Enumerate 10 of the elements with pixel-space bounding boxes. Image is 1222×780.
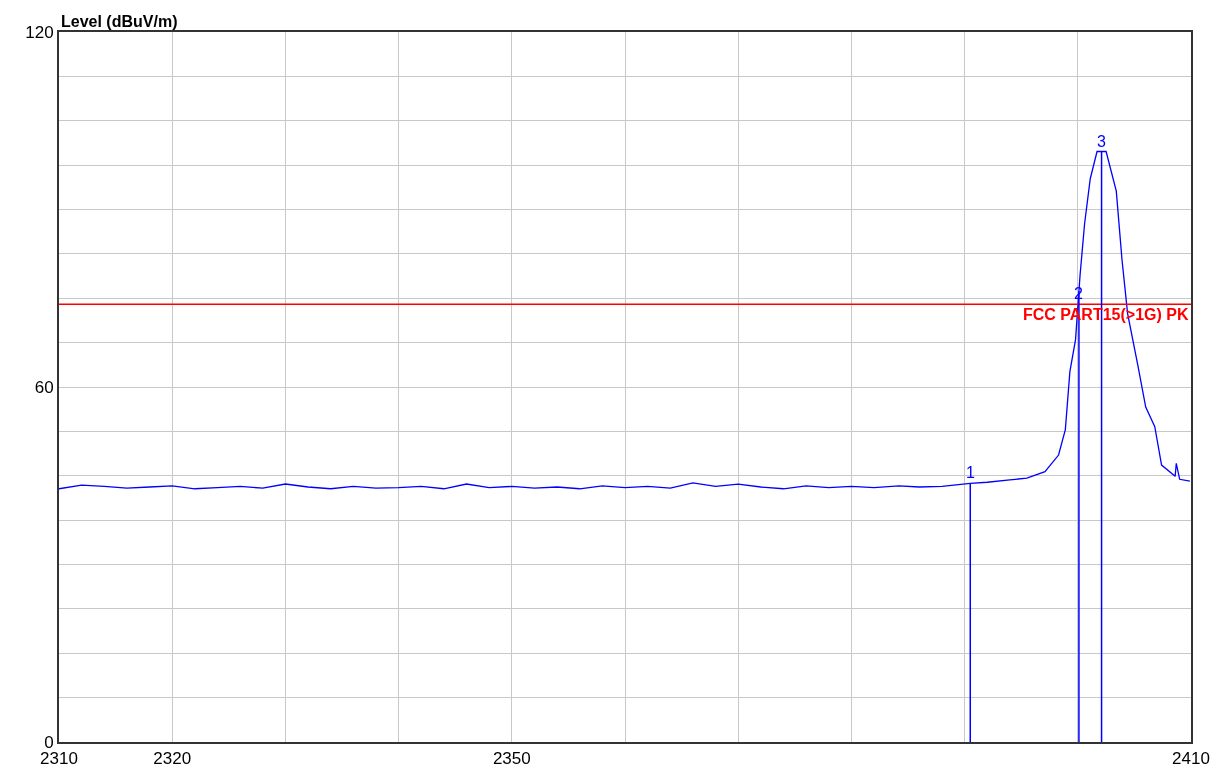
x-tick-label: 2350 [492,749,531,769]
x-tick-label: 2310 [40,749,78,769]
y-tick-label: 0 [44,732,54,752]
y-axis-title: Level (dBuV/m) [61,13,178,30]
x-tick-label: 2320 [153,749,192,769]
y-tick-label: 60 [34,377,54,397]
y-tick-label: 120 [25,22,54,42]
x-tick-label: 2410 [1172,749,1210,769]
annotation: 1 [966,464,975,481]
annotation: 3 [1097,133,1106,150]
